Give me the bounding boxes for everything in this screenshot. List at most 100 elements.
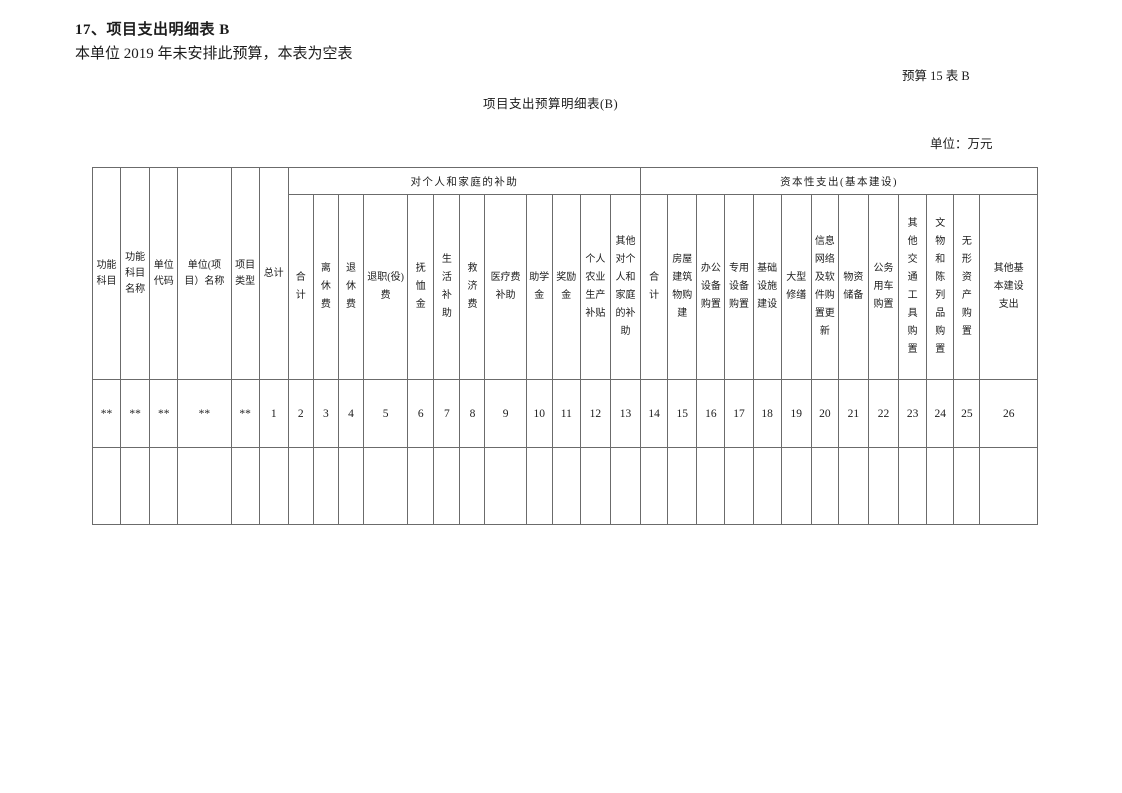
table-cell [459, 447, 486, 525]
header-row-columns: 合 计离 休 费退 休 费退职(役) 费抚 恤 金生 活 补 助救 济 费医疗费… [93, 194, 1038, 380]
table-cell: ** [91, 379, 122, 448]
table-cell [337, 447, 365, 525]
column-header: 合 计 [640, 194, 669, 380]
column-header: 生 活 补 助 [433, 194, 461, 380]
column-header: 个人 农业 生产 补贴 [579, 194, 611, 380]
column-header: 抚 恤 金 [407, 194, 435, 380]
column-header: 公务 用车 购置 [867, 194, 900, 380]
table-head: 功能 科目 功能 科目 名称 单位 代码 单位(项 目）名称 项目 类型 总计 对个人和家庭… [91, 167, 1038, 380]
column-header: 功能 科目 名称 [120, 167, 151, 380]
table-cell: 4 [337, 379, 365, 448]
column-header: 退职(役) 费 [363, 194, 409, 380]
column-header: 无 形 资 产 购 置 [953, 194, 981, 380]
table-cell: 23 [898, 379, 928, 448]
column-header: 物资 储备 [837, 194, 869, 380]
table-cell: 8 [459, 379, 486, 448]
table-cell: 11 [551, 379, 581, 448]
table-cell: 22 [867, 379, 900, 448]
column-header: 项目 类型 [230, 167, 260, 380]
table-cell: 5 [363, 379, 409, 448]
table-cell [91, 447, 122, 525]
table-cell [953, 447, 981, 525]
table-cell: 19 [780, 379, 812, 448]
table-cell: ** [120, 379, 151, 448]
column-header: 房屋 建筑 物购 建 [667, 194, 698, 380]
column-group-header: 对个人和家庭的补助 [287, 167, 642, 195]
table-cell [551, 447, 581, 525]
column-header: 文 物 和 陈 列 品 购 置 [926, 194, 955, 380]
table-cell: 16 [696, 379, 726, 448]
table-cell [230, 447, 260, 525]
table-cell [484, 447, 527, 525]
table-cell [780, 447, 812, 525]
table-cell [696, 447, 726, 525]
table-cell: 6 [407, 379, 435, 448]
column-header: 退 休 费 [337, 194, 365, 380]
table-cell [724, 447, 754, 525]
table-cell [149, 447, 179, 525]
table-cell [810, 447, 839, 525]
column-number-row: ** ** ** ** ** 1 2 3 4 5 6 7 8 9 10 11 12 13 14 15 16 17 18 19 2… [91, 379, 1038, 448]
table-cell: 2 [287, 379, 314, 448]
column-header: 大型 修缮 [780, 194, 812, 380]
column-header: 办公 设备 购置 [696, 194, 726, 380]
table-cell: ** [230, 379, 260, 448]
table-cell [667, 447, 698, 525]
column-group-header: 资本性支出(基本建设) [640, 167, 1038, 195]
table-cell [258, 447, 289, 525]
doc-title: 17、项目支出明细表 B [75, 22, 230, 38]
table-cell: 17 [724, 379, 754, 448]
header-row-groups: 功能 科目 功能 科目 名称 单位 代码 单位(项 目）名称 项目 类型 总计 对个人和家庭… [91, 167, 1038, 380]
table-cell: 25 [953, 379, 981, 448]
project-expenditure-table: 功能 科目 功能 科目 名称 单位 代码 单位(项 目）名称 项目 类型 总计 对个人和家庭… [91, 167, 1038, 525]
table-cell: 15 [667, 379, 698, 448]
column-header: 其他基 本建设 支出 [979, 194, 1038, 380]
table-cell: 24 [926, 379, 955, 448]
column-header: 单位 代码 [149, 167, 179, 380]
table-cell [752, 447, 782, 525]
table-cell [287, 447, 314, 525]
empty-data-row [91, 447, 1038, 525]
table-cell [898, 447, 928, 525]
table-cell [837, 447, 869, 525]
table-cell: 13 [609, 379, 642, 448]
table-cell: 3 [312, 379, 339, 448]
table-cell: 14 [640, 379, 669, 448]
table-cell: 10 [525, 379, 553, 448]
table-cell: 26 [979, 379, 1038, 448]
table-cell: 21 [837, 379, 869, 448]
column-header: 医疗费 补助 [484, 194, 527, 380]
column-header: 助学 金 [525, 194, 553, 380]
doc-subtitle: 本单位 2019 年未安排此预算，本表为空表 [75, 46, 353, 62]
table-cell [640, 447, 669, 525]
table-title: 项目支出预算明细表(B) [483, 97, 619, 111]
table-cell [312, 447, 339, 525]
column-header: 信息 网络 及软 件购 置更 新 [810, 194, 839, 380]
form-code: 预算 15 表 B [902, 69, 970, 83]
column-header: 奖励 金 [551, 194, 581, 380]
table-cell [407, 447, 435, 525]
table-cell: 9 [484, 379, 527, 448]
table-cell [979, 447, 1038, 525]
table-cell [120, 447, 151, 525]
table-cell: 1 [258, 379, 289, 448]
unit-note: 单位：万元 [930, 137, 993, 151]
column-header: 其他 对个 人和 家庭 的补 助 [609, 194, 642, 380]
column-header: 合 计 [287, 194, 314, 380]
column-header: 总计 [258, 167, 289, 380]
table-cell [579, 447, 611, 525]
column-header: 单位(项 目）名称 [177, 167, 232, 380]
table-cell: ** [177, 379, 232, 448]
table-cell [363, 447, 409, 525]
column-header: 功能 科目 [91, 167, 122, 380]
table-cell: ** [149, 379, 179, 448]
table-cell: 12 [579, 379, 611, 448]
table-body: ** ** ** ** ** 1 2 3 4 5 6 7 8 9 10 11 12 13 14 15 16 17 18 19 2… [91, 379, 1038, 525]
column-header: 救 济 费 [459, 194, 486, 380]
column-header: 其 他 交 通 工 具 购 置 [898, 194, 928, 380]
column-header: 专用 设备 购置 [724, 194, 754, 380]
table-cell: 7 [433, 379, 461, 448]
table-cell [433, 447, 461, 525]
column-header: 离 休 费 [312, 194, 339, 380]
